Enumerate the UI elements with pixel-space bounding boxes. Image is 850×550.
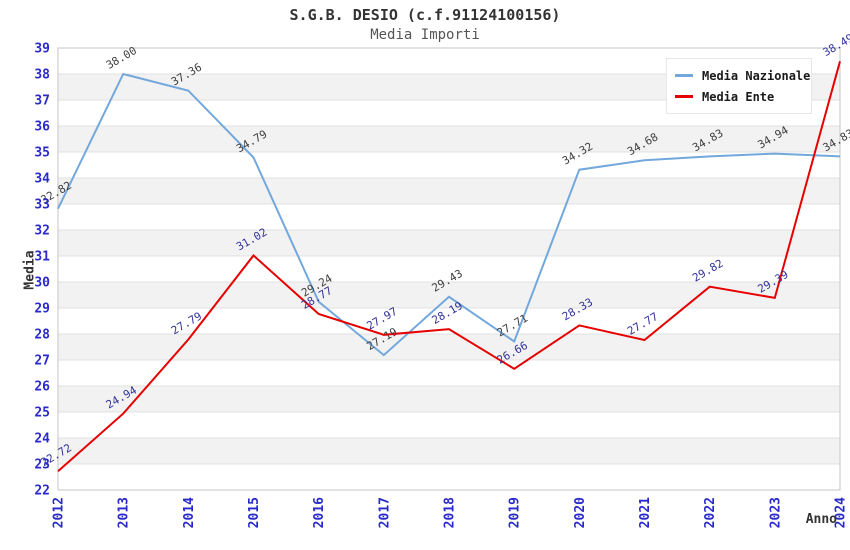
plot-band [58,126,840,152]
legend-label: Media Ente [702,89,775,104]
y-tick-label: 22 [34,484,50,499]
y-tick-label: 37 [34,94,50,109]
y-tick-label: 26 [34,380,50,395]
y-tick-label: 31 [34,250,50,265]
chart-subtitle: Media Importi [370,27,480,43]
y-tick-label: 29 [34,302,50,317]
data-label: 27.79 [169,310,204,338]
x-tick-label: 2013 [117,497,132,528]
legend-line-marker-red [675,95,693,98]
x-tick-label: 2021 [638,497,653,528]
legend-label: Media Nazionale [702,68,811,83]
y-tick-label: 28 [34,328,50,343]
x-tick-label: 2023 [768,497,783,528]
y-tick-label: 39 [34,42,50,57]
y-tick-label: 34 [34,172,50,187]
x-tick-label: 2015 [247,497,262,528]
x-tick-label: 2012 [52,497,67,528]
x-tick-label: 2024 [834,497,849,528]
y-axis-title: Media [22,250,38,290]
y-tick-label: 32 [34,224,50,239]
legend: Media Nazionale Media Ente [666,58,812,114]
series-line-media-ente [57,61,841,473]
y-tick-label: 23 [34,458,50,473]
plot-band [58,230,840,256]
plot-border [57,47,841,491]
plot-band [58,386,840,412]
x-tick-label: 2022 [703,497,718,528]
x-tick-label: 2019 [508,497,523,528]
legend-line-marker-blue [675,74,693,77]
data-label: 29.82 [690,257,725,285]
x-axis-title: Anno [805,512,837,527]
y-tick-label: 30 [34,276,50,291]
y-tick-label: 24 [34,432,50,447]
chart-title: S.G.B. DESIO (c.f.91124100156) [289,6,561,24]
legend-item-media-nazionale: Media Nazionale [675,65,810,86]
y-tick-label: 25 [34,406,50,421]
y-tick-label: 38 [34,68,50,83]
plot-band [58,438,840,464]
legend-item-media-ente: Media Ente [675,86,803,107]
y-tick-label: 35 [34,146,50,161]
data-label: 38.49 [821,31,850,59]
y-tick-label: 36 [34,120,50,135]
x-tick-label: 2016 [312,497,327,528]
y-tick-label: 27 [34,354,50,369]
y-tick-label: 33 [34,198,50,213]
x-tick-label: 2020 [573,497,588,528]
x-tick-label: 2018 [443,497,458,528]
plot-band [58,334,840,360]
series-line-media-nazionale [57,72,841,357]
plot-band [58,178,840,204]
x-tick-label: 2017 [377,497,392,528]
x-tick-label: 2014 [182,497,197,528]
